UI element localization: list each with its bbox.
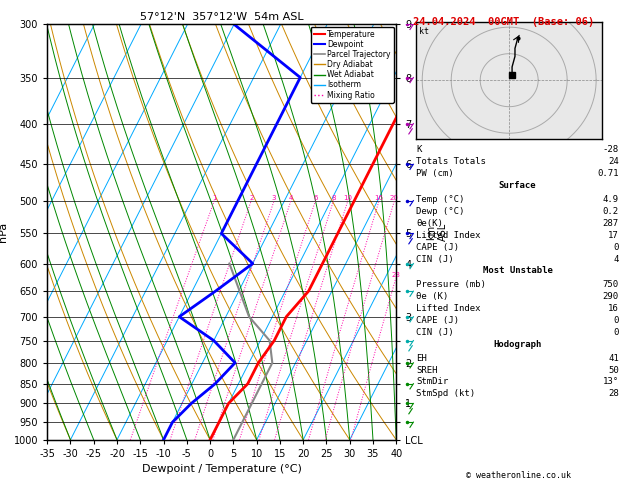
Text: StmSpd (kt): StmSpd (kt) xyxy=(416,389,476,399)
Text: CAPE (J): CAPE (J) xyxy=(416,316,459,325)
Text: K: K xyxy=(416,145,422,155)
X-axis label: Dewpoint / Temperature (°C): Dewpoint / Temperature (°C) xyxy=(142,465,302,474)
Text: EH: EH xyxy=(416,354,427,363)
Text: CAPE (J): CAPE (J) xyxy=(416,243,459,252)
Text: 28: 28 xyxy=(391,272,400,278)
Text: Lifted Index: Lifted Index xyxy=(416,304,481,313)
Text: 17: 17 xyxy=(608,231,619,240)
Y-axis label: hPa: hPa xyxy=(0,222,8,242)
Text: θe(K): θe(K) xyxy=(416,219,443,228)
Text: 290: 290 xyxy=(603,292,619,301)
Y-axis label: km
ASL: km ASL xyxy=(426,223,447,241)
Text: 4: 4 xyxy=(613,255,619,263)
Text: Hodograph: Hodograph xyxy=(494,340,542,349)
Text: Surface: Surface xyxy=(499,181,537,190)
Text: 24.04.2024  00GMT  (Base: 06): 24.04.2024 00GMT (Base: 06) xyxy=(413,17,594,27)
Legend: Temperature, Dewpoint, Parcel Trajectory, Dry Adiabat, Wet Adiabat, Isotherm, Mi: Temperature, Dewpoint, Parcel Trajectory… xyxy=(311,27,394,103)
Text: 24: 24 xyxy=(608,157,619,166)
Text: Dewp (°C): Dewp (°C) xyxy=(416,207,465,216)
Text: 8: 8 xyxy=(331,194,336,201)
Text: 41: 41 xyxy=(608,354,619,363)
Text: PW (cm): PW (cm) xyxy=(416,169,454,178)
Text: 0: 0 xyxy=(613,316,619,325)
Text: CIN (J): CIN (J) xyxy=(416,328,454,337)
Text: 0.2: 0.2 xyxy=(603,207,619,216)
Text: Temp (°C): Temp (°C) xyxy=(416,195,465,204)
Text: © weatheronline.co.uk: © weatheronline.co.uk xyxy=(467,471,571,480)
Text: SREH: SREH xyxy=(416,365,438,375)
Text: 13°: 13° xyxy=(603,378,619,386)
Text: θe (K): θe (K) xyxy=(416,292,448,301)
Text: kt: kt xyxy=(420,27,430,36)
Text: Pressure (mb): Pressure (mb) xyxy=(416,280,486,289)
Text: 3: 3 xyxy=(272,194,276,201)
Text: Most Unstable: Most Unstable xyxy=(482,266,553,276)
Text: 50: 50 xyxy=(608,365,619,375)
Text: 0: 0 xyxy=(613,328,619,337)
Text: 4: 4 xyxy=(289,194,293,201)
Text: 0: 0 xyxy=(613,243,619,252)
Text: 750: 750 xyxy=(603,280,619,289)
Text: CIN (J): CIN (J) xyxy=(416,255,454,263)
Text: -28: -28 xyxy=(603,145,619,155)
Text: 1: 1 xyxy=(212,194,216,201)
Text: 2: 2 xyxy=(249,194,253,201)
Text: 287: 287 xyxy=(603,219,619,228)
Text: 0.71: 0.71 xyxy=(598,169,619,178)
Text: 20: 20 xyxy=(390,194,399,201)
Text: 16: 16 xyxy=(375,194,384,201)
Text: 4.9: 4.9 xyxy=(603,195,619,204)
Title: 57°12'N  357°12'W  54m ASL: 57°12'N 357°12'W 54m ASL xyxy=(140,12,304,22)
Text: StmDir: StmDir xyxy=(416,378,448,386)
Text: Totals Totals: Totals Totals xyxy=(416,157,486,166)
Text: 10: 10 xyxy=(343,194,352,201)
Text: Lifted Index: Lifted Index xyxy=(416,231,481,240)
Text: 28: 28 xyxy=(608,389,619,399)
Text: 6: 6 xyxy=(313,194,318,201)
Text: 16: 16 xyxy=(608,304,619,313)
